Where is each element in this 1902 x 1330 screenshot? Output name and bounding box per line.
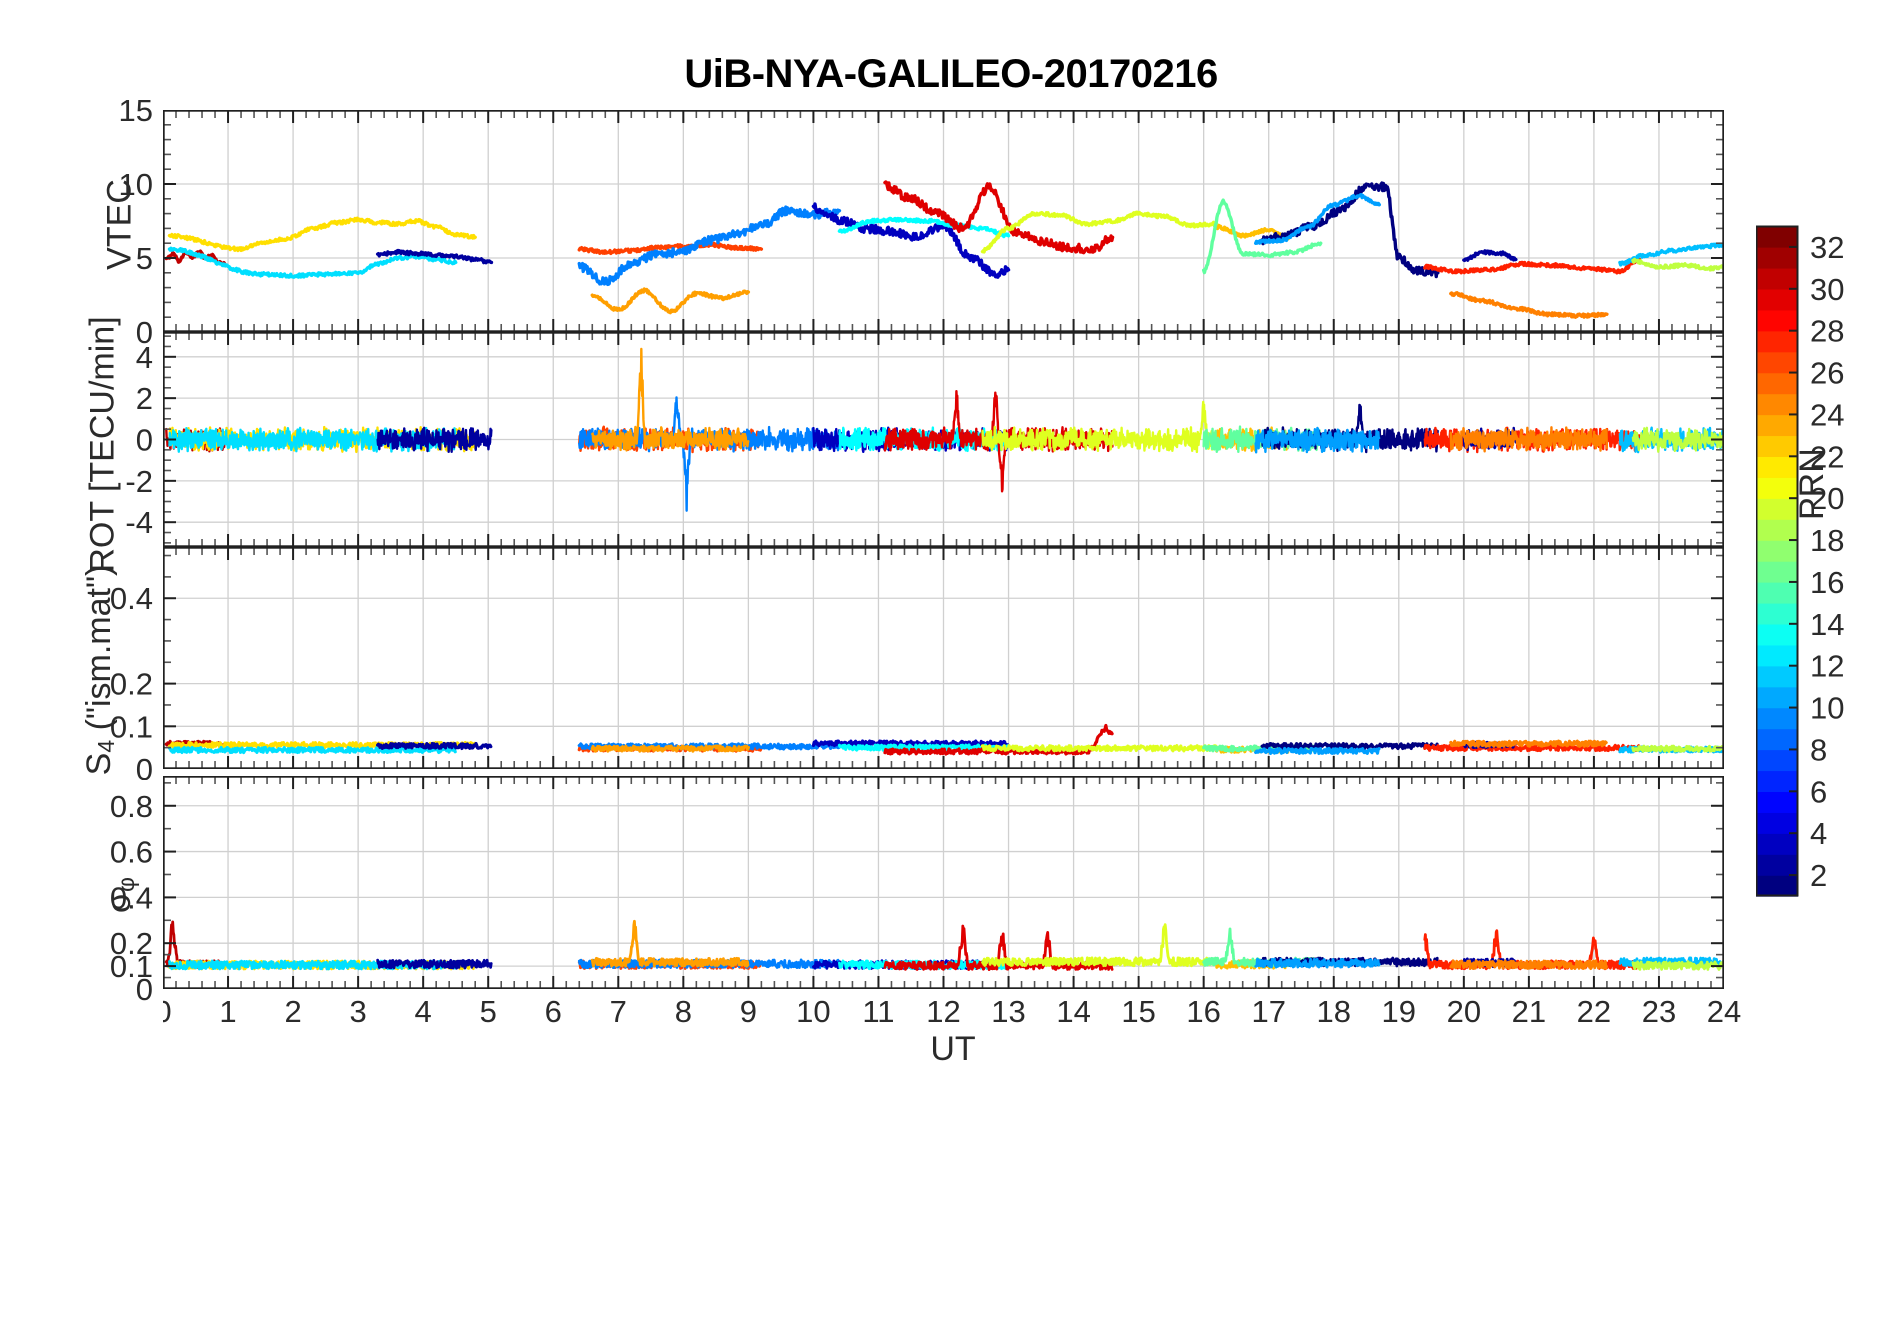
svg-text:0: 0: [136, 423, 153, 458]
svg-text:30: 30: [1810, 272, 1844, 307]
colorbar[interactable]: 32 30 28 26 24 22 20 18 16 14 12 10 8 6 4 2: [1755, 218, 1896, 923]
svg-text:22: 22: [1810, 439, 1844, 474]
svg-text:8: 8: [1810, 732, 1827, 767]
vtec-axes: [163, 110, 1724, 332]
svg-text:4: 4: [415, 994, 432, 1029]
svg-text:20: 20: [1447, 994, 1481, 1029]
svg-text:24: 24: [1810, 397, 1844, 432]
svg-text:10: 10: [1810, 691, 1844, 726]
svg-text:18: 18: [1317, 994, 1351, 1029]
svg-text:7: 7: [610, 994, 627, 1029]
svg-text:0: 0: [163, 994, 172, 1029]
svg-text:6: 6: [545, 994, 562, 1029]
svg-text:2: 2: [136, 381, 153, 416]
svg-text:15: 15: [1121, 994, 1155, 1029]
rot-axes: [163, 332, 1724, 547]
svg-text:5: 5: [480, 994, 497, 1029]
svg-text:18: 18: [1810, 523, 1844, 558]
svg-text:-2: -2: [125, 464, 153, 499]
x-axis-label: UT: [930, 1030, 976, 1068]
svg-text:6: 6: [1810, 774, 1827, 809]
svg-text:13: 13: [991, 994, 1025, 1029]
svg-text:28: 28: [1810, 314, 1844, 349]
s4-axes: [163, 547, 1724, 769]
svg-text:12: 12: [926, 994, 960, 1029]
svg-text:2: 2: [284, 994, 301, 1029]
svg-text:11: 11: [862, 994, 894, 1029]
svg-text:24: 24: [1707, 994, 1741, 1029]
svg-text:21: 21: [1512, 994, 1546, 1029]
svg-text:1: 1: [219, 994, 236, 1029]
svg-text:2: 2: [1810, 858, 1827, 893]
svg-text:22: 22: [1577, 994, 1611, 1029]
svg-text:14: 14: [1810, 607, 1844, 642]
colorbar-label: PRN: [1793, 448, 1831, 520]
svg-text:17: 17: [1251, 994, 1285, 1029]
svg-text:14: 14: [1056, 994, 1090, 1029]
svg-text:-4: -4: [125, 505, 153, 540]
svg-text:20: 20: [1810, 481, 1844, 516]
figure-title: UiB-NYA-GALILEO-20170216: [684, 52, 1218, 96]
panel-sigma-phi: [163, 776, 1724, 989]
svg-text:16: 16: [1810, 565, 1844, 600]
svg-text:23: 23: [1642, 994, 1676, 1029]
svg-text:3: 3: [350, 994, 367, 1029]
sigma-phi-axes: [163, 776, 1724, 989]
panel-rot: [163, 332, 1724, 547]
svg-text:16: 16: [1186, 994, 1220, 1029]
svg-text:32: 32: [1810, 230, 1844, 265]
svg-text:9: 9: [740, 994, 757, 1029]
panel-s4: [163, 547, 1724, 769]
svg-text:19: 19: [1382, 994, 1416, 1029]
svg-text:12: 12: [1810, 649, 1844, 684]
sigma-phi-ylabel: σφ: [100, 877, 139, 913]
svg-text:8: 8: [675, 994, 692, 1029]
colorbar-scale[interactable]: 32 30 28 26 24 22 20 18 16 14 12 10 8 6 4 2: [1755, 218, 1896, 918]
svg-text:4: 4: [1810, 816, 1827, 851]
panel-vtec: [163, 110, 1724, 332]
svg-text:10: 10: [796, 994, 830, 1029]
svg-text:26: 26: [1810, 356, 1844, 391]
